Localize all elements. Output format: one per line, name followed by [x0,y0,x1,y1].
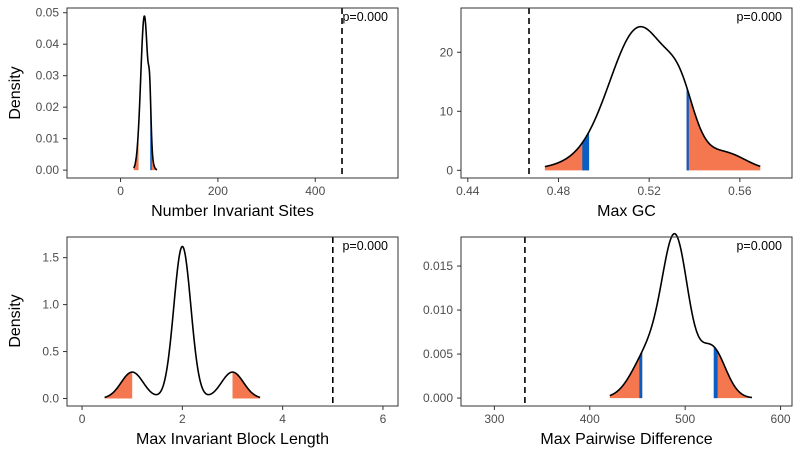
panel-top-right: 0 10 20 0.44 0.48 0.52 0.56 Max GC p=0.000 [440,7,793,220]
density-curve [609,232,753,399]
cutoff-band-0 [639,351,643,399]
panel-border [66,236,399,407]
x-tick-label: 0 [117,184,124,198]
x-tick-label: 2 [179,412,186,426]
p-value-label: p=0.000 [736,10,782,24]
x-axis-title: Max Pairwise Difference [540,431,712,448]
panel-border [460,236,793,407]
x-tick-label: 0 [79,412,86,426]
lower-tail-area [104,372,133,399]
y-tick-label: 0.015 [423,259,453,273]
x-tick-label: 0.44 [456,184,480,198]
lower-tail-area [544,131,590,171]
y-axis-title: Density [7,294,24,347]
y-tick-label: 0.02 [36,100,60,114]
y-tick-label: 0.03 [36,69,60,83]
y-tick-label: 0.5 [42,345,59,359]
y-axis-title: Density [7,66,24,119]
y-tick-label: 0.000 [423,391,453,405]
x-axis-title: Number Invariant Sites [151,203,314,220]
lower-tail-area [609,351,643,399]
p-value-label: p=0.000 [736,239,782,253]
upper-tail-area [232,372,261,399]
x-tick-label: 400 [305,184,325,198]
x-tick-label: 4 [279,412,286,426]
lower-tail-area [133,127,139,171]
y-tick-label: 0.01 [36,132,60,146]
x-tick-label: 500 [675,412,695,426]
x-tick-label: 200 [208,184,228,198]
x-tick-label: 0.52 [637,184,661,198]
x-axis-title: Max GC [597,203,656,220]
density-curve [132,15,158,171]
y-tick-label: 0.005 [423,347,453,361]
density-curve [544,25,761,168]
panel-bottom-left: 0.0 0.5 1.0 1.5 0 2 4 6 Max Invariant Block Leng… [7,236,399,448]
x-tick-label: 600 [771,412,791,426]
p-value-label: p=0.000 [342,239,388,253]
x-tick-label: 400 [580,412,600,426]
p-value-label: p=0.000 [342,10,388,24]
y-tick-label: 0.05 [36,6,60,20]
y-tick-label: 20 [440,45,454,59]
x-axis-title: Max Invariant Block Length [136,431,329,448]
panel-bottom-right: 0.000 0.005 0.010 0.015 300 400 500 600 Max Pair… [423,232,793,448]
cutoff-band-1 [713,346,718,399]
density-curve [104,245,261,399]
y-tick-label: 1.5 [42,251,59,265]
y-tick-label: 10 [440,104,454,118]
x-tick-label: 300 [484,412,504,426]
y-tick-label: 0.04 [36,37,60,51]
y-tick-label: 1.0 [42,298,59,312]
y-tick-label: 0.00 [36,163,60,177]
x-tick-label: 0.48 [547,184,571,198]
y-tick-label: 0.0 [42,391,59,405]
y-tick-label: 0 [446,163,453,177]
x-tick-label: 6 [380,412,387,426]
upper-tail-area [686,86,761,171]
upper-tail-area [713,346,752,399]
panel-border [460,7,793,179]
panel-top-left: 0.00 0.01 0.02 0.03 0.04 0.05 0 200 400 Number In… [7,6,399,220]
panel-border [66,7,399,179]
x-tick-label: 0.56 [728,184,752,198]
cutoff-band-1 [686,86,689,171]
y-tick-label: 0.010 [423,303,453,317]
